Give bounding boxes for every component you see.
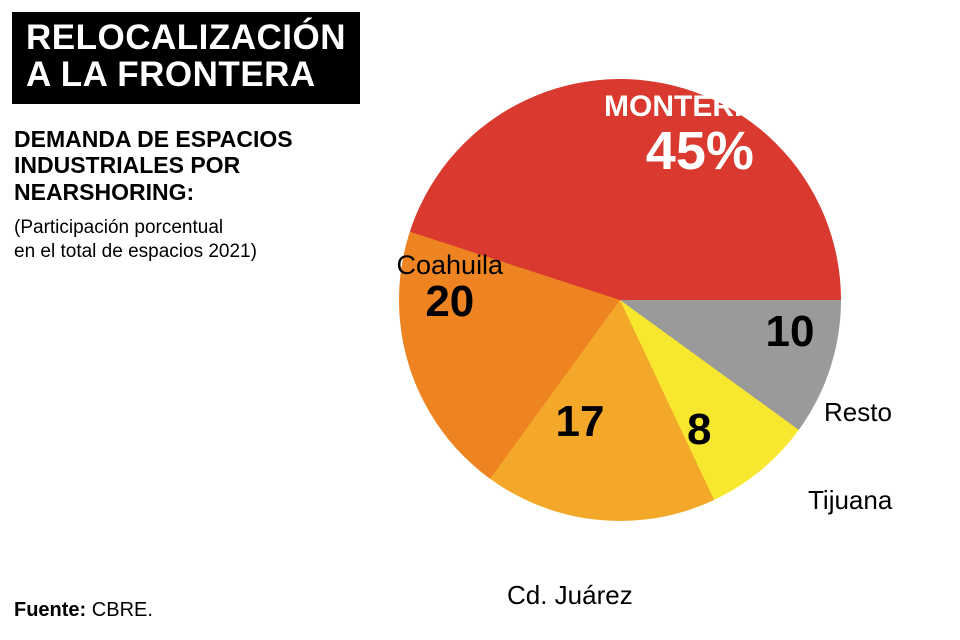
slice-external-name: Cd. Juárez — [507, 580, 633, 611]
title-block: RELOCALIZACIÓN A LA FRONTERA — [12, 12, 360, 104]
slice-value: 45% — [604, 123, 796, 180]
slice-label: Coahuila20 — [397, 251, 504, 326]
slice-label: MONTERREY45% — [604, 91, 796, 179]
slice-label: 10 — [766, 309, 815, 355]
slice-name: Coahuila — [397, 251, 504, 279]
source: Fuente: CBRE. — [14, 599, 153, 622]
slice-label: 17 — [556, 399, 605, 445]
note: (Participación porcentual en el total de… — [14, 216, 257, 264]
source-value: CBRE. — [92, 599, 153, 621]
slice-value: 20 — [397, 279, 504, 325]
slice-value: 8 — [687, 407, 711, 453]
slice-label: 8 — [687, 407, 711, 453]
slice-external-name: Resto — [824, 397, 892, 428]
subtitle: DEMANDA DE ESPACIOS INDUSTRIALES POR NEA… — [14, 126, 293, 205]
slice-external-name: Tijuana — [808, 485, 892, 516]
slice-name: MONTERREY — [604, 91, 796, 123]
title-line-1: RELOCALIZACIÓN — [26, 20, 346, 57]
source-label: Fuente: — [14, 599, 86, 621]
slice-value: 17 — [556, 399, 605, 445]
title-line-2: A LA FRONTERA — [26, 57, 346, 94]
slice-value: 10 — [766, 309, 815, 355]
